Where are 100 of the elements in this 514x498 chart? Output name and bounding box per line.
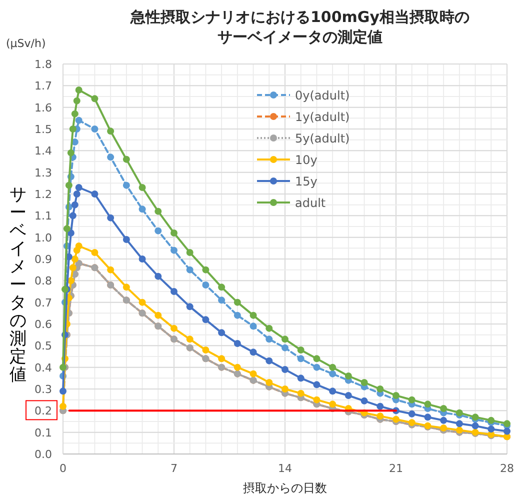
point [297,346,304,354]
point [170,288,178,295]
point [202,282,210,288]
point [297,374,304,382]
point [71,201,78,208]
point [376,412,384,420]
point [218,329,226,336]
point [71,110,78,118]
point [297,355,304,362]
point [170,230,178,236]
point [73,190,80,198]
chart-title: 急性摂取シナリオにおける100mGy相当摂取時の [129,8,470,26]
y-tick-label: 0.4 [34,361,52,374]
point [154,227,162,234]
point [60,402,66,410]
legend-label: 0y(adult) [295,88,350,102]
point [297,390,304,397]
legend-label: adult [295,196,326,210]
point [91,190,98,198]
point [138,184,146,191]
point [218,296,226,304]
x-tick-label: 0 [60,462,66,475]
point [408,410,416,418]
point [456,409,463,416]
point [313,364,320,371]
y-tick-label: 0.1 [34,426,52,440]
y-tick-label: 0.5 [34,340,52,353]
point [122,182,130,189]
point [73,97,80,104]
point [234,298,241,306]
point [313,355,320,362]
point [67,230,74,236]
y-tick-label: 1.7 [34,80,52,93]
point [107,154,114,161]
y-tick-label: 1.5 [34,123,52,136]
y-tick-label: 1.4 [34,144,52,158]
legend-label: 15y [295,174,318,188]
point [456,420,463,428]
point [218,355,226,362]
point [91,126,98,132]
legend-label: 1y(adult) [295,110,350,124]
y-tick-label: 1.6 [34,101,52,114]
point [424,414,432,421]
point [424,400,432,408]
point [488,416,495,424]
y-tick-label: 0.6 [34,318,52,331]
point [75,184,82,191]
point [186,336,194,343]
x-tick-label: 21 [389,462,403,475]
legend-label: 10y [295,153,318,167]
chart-subtitle: サーベイメータの測定値 [218,28,382,46]
point [154,312,162,319]
point [154,208,162,215]
point [122,236,130,243]
y-tick-label: 0.8 [34,274,52,288]
point [138,256,146,262]
point [440,424,448,432]
point [69,212,76,220]
x-tick-label: 28 [500,462,514,475]
point [202,316,210,324]
point [75,242,82,250]
point [63,225,70,232]
y-tick-label: 1.1 [34,210,52,223]
y-tick-label: 0.3 [34,383,52,396]
y-tick-label: 0.0 [34,448,52,461]
point [360,397,368,404]
point [65,182,72,189]
point [71,256,78,262]
point [107,214,114,222]
point [234,364,241,371]
point [186,266,194,274]
point [250,312,257,319]
point [360,379,368,386]
point [250,370,257,378]
point [69,264,76,272]
point [266,357,273,364]
point [282,336,288,343]
x-tick-label: 7 [170,462,178,475]
point [329,400,336,408]
point [107,266,114,274]
point [440,416,448,424]
point [329,370,336,378]
point [392,416,400,423]
point [250,322,257,330]
point [107,128,114,135]
y-tick-label: 1.8 [34,58,52,71]
point [234,340,241,347]
point [234,312,241,319]
point [504,428,510,435]
point [344,372,352,380]
point [313,396,320,404]
point [60,388,66,395]
point [170,324,178,332]
point [154,272,162,280]
point [488,426,495,433]
point [408,396,416,404]
x-tick-label: 14 [278,462,292,475]
text: サーベイメータの測定値 [10,185,26,385]
point [122,284,130,291]
text: (μSv/h) [6,37,46,50]
